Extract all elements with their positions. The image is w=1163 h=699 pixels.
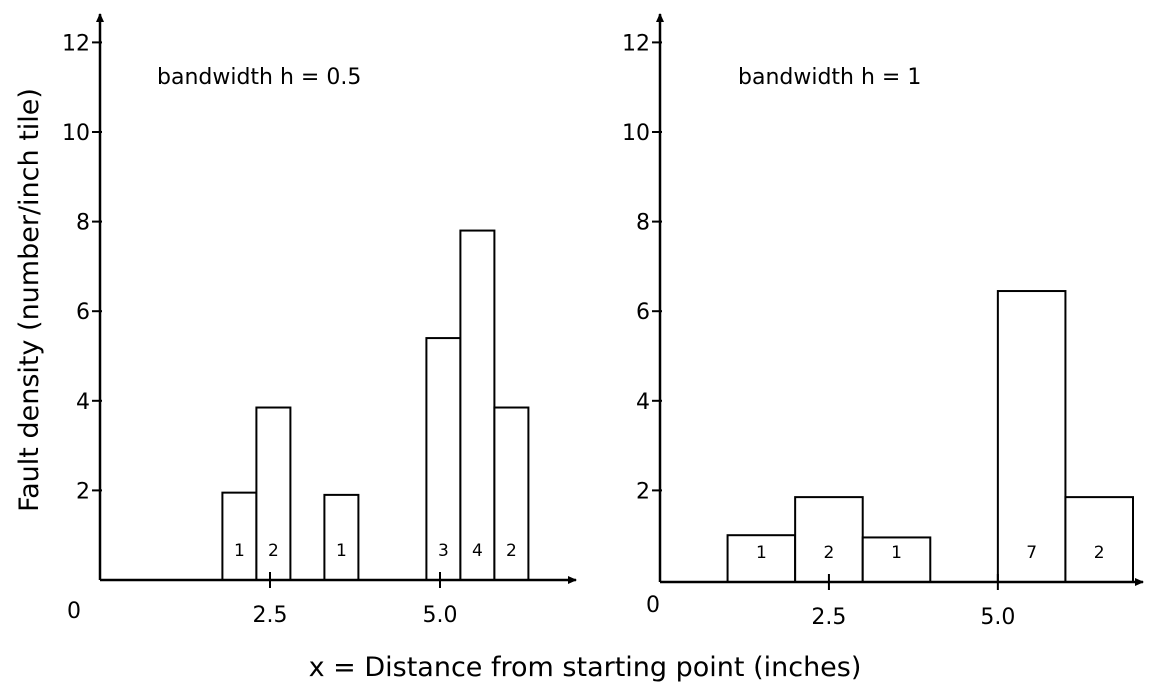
histogram-bar: [323, 493, 360, 582]
x-tick-label: 5.0: [980, 605, 1015, 630]
y-tick-label: 8: [76, 211, 90, 236]
histogram-bar: [726, 534, 797, 584]
histogram-bar: [1064, 496, 1135, 583]
bar-count-label: 2: [506, 541, 517, 561]
y-tick-label: 8: [636, 211, 650, 236]
bar-count-label: 3: [438, 541, 449, 561]
bar-count-label: 2: [268, 541, 279, 561]
histogram-bar: [861, 536, 932, 584]
y-axis-title: Fault density (number/inch tile): [14, 88, 45, 512]
bandwidth-label: bandwidth h = 0.5: [157, 65, 361, 90]
bar-count-label: 1: [234, 541, 245, 561]
y-tick-label: 4: [76, 390, 90, 415]
x-tick-label: 2.5: [253, 603, 288, 628]
y-tick-label: 2: [76, 479, 90, 504]
bar-count-label: 7: [1026, 543, 1037, 563]
y-tick-label: 10: [622, 121, 650, 146]
histogram-bar: [459, 229, 496, 581]
y-tick-label: 12: [62, 31, 90, 56]
y-tick-label: 10: [62, 121, 90, 146]
y-tick-label: 12: [622, 31, 650, 56]
histogram-bar: [221, 491, 258, 582]
histogram-bar: [996, 290, 1067, 583]
y-tick-label: 2: [636, 479, 650, 504]
origin-label: 0: [67, 599, 81, 624]
histogram-bar: [255, 406, 292, 581]
x-tick-label: 2.5: [811, 605, 846, 630]
histogram-bar: [425, 337, 462, 581]
bar-count-label: 2: [824, 543, 835, 563]
y-tick-label: 4: [636, 390, 650, 415]
bar-count-label: 1: [336, 541, 347, 561]
bar-count-label: 1: [756, 543, 767, 563]
y-tick-label: 6: [76, 300, 90, 325]
histogram-bar: [794, 496, 864, 583]
bar-count-label: 4: [472, 541, 483, 561]
y-tick-label: 6: [636, 300, 650, 325]
origin-label: 0: [646, 593, 660, 618]
x-tick-label: 5.0: [423, 603, 458, 628]
bandwidth-label: bandwidth h = 1: [738, 65, 921, 90]
bar-count-label: 2: [1094, 543, 1105, 563]
x-axis-title: x = Distance from starting point (inches…: [309, 652, 862, 683]
bar-count-label: 1: [891, 543, 902, 563]
